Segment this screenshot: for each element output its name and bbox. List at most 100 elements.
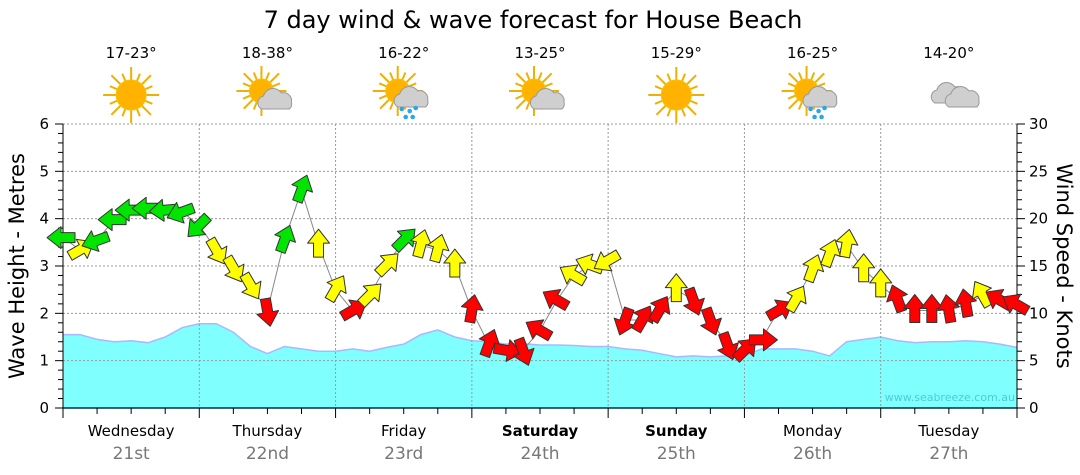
sun-ray: [144, 85, 153, 91]
wind-arrow-yellow: [410, 229, 433, 259]
day-temperature: 16-25°: [787, 44, 838, 62]
rain-drop-icon: [816, 108, 821, 114]
rain-drop-icon: [812, 114, 817, 120]
wind-arrow-red: [648, 296, 671, 324]
sun-icon: [115, 79, 147, 111]
left-tick-label: 1: [39, 352, 49, 370]
left-tick-label: 3: [39, 257, 49, 275]
weather-icon-sunny: [103, 67, 160, 123]
left-tick-label: 6: [39, 115, 49, 133]
right-tick-label: 0: [1029, 399, 1039, 417]
sun-ray: [810, 72, 816, 81]
date-label: 24th: [520, 444, 559, 464]
sun-ray: [654, 99, 663, 105]
wind-arrow-red: [339, 299, 367, 322]
right-tick-label: 15: [1029, 257, 1048, 275]
sun-ray: [686, 104, 697, 116]
rain-drop-icon: [822, 105, 827, 111]
sun-ray: [797, 72, 803, 81]
sun-ray: [135, 73, 141, 82]
chart-title: 7 day wind & wave forecast for House Bea…: [264, 6, 803, 34]
sun-ray: [797, 101, 803, 110]
wind-arrow-red: [613, 306, 636, 336]
cloud-icon: [802, 86, 838, 108]
cloud-icon: [944, 86, 980, 108]
day-temperature: 14-20°: [923, 44, 974, 62]
day-label: Wednesday: [88, 422, 175, 440]
sun-ray: [537, 72, 543, 81]
sun-ray: [389, 101, 395, 110]
wind-arrow-red: [460, 294, 484, 324]
day-label: Friday: [381, 422, 427, 440]
sun-ray: [515, 98, 527, 110]
sun-ray: [144, 99, 153, 105]
wind-arrow-yellow: [205, 236, 228, 265]
sun-icon: [660, 79, 692, 111]
sun-ray: [681, 73, 687, 82]
sun-ray: [689, 99, 698, 105]
wind-arrow-green: [81, 230, 111, 252]
wind-arrow-yellow: [239, 271, 262, 300]
wind-arrow-yellow: [443, 248, 467, 278]
wind-arrow-red: [700, 306, 722, 336]
sun-ray: [378, 94, 388, 100]
right-tick-label: 5: [1029, 352, 1039, 370]
sun-ray: [666, 108, 672, 117]
sun-ray: [655, 74, 667, 86]
sun-ray: [252, 72, 258, 81]
sun-ray: [110, 104, 122, 116]
sun-ray: [654, 85, 663, 91]
sun-ray: [401, 72, 407, 81]
wind-arrow-yellow: [324, 275, 347, 304]
day-label: Tuesday: [917, 422, 979, 440]
wind-arrow-green: [187, 212, 212, 238]
date-label: 22nd: [246, 444, 289, 464]
cloud-icon: [529, 88, 565, 110]
sun-ray: [515, 82, 524, 88]
wind-arrow-green: [166, 201, 196, 224]
right-tick-label: 25: [1029, 162, 1048, 180]
weather-icon-partly-cloudy: [509, 66, 565, 116]
sun-ray: [243, 98, 254, 110]
wind-arrow-red: [717, 331, 739, 361]
sun-ray: [121, 73, 127, 82]
wind-arrow-red: [748, 328, 778, 352]
right-tick-label: 20: [1029, 210, 1048, 228]
wind-arrow-red: [256, 297, 280, 327]
wind-arrow-green: [148, 198, 179, 222]
day-label: Monday: [783, 422, 842, 440]
sun-ray: [141, 74, 152, 86]
wind-arrow-yellow: [357, 283, 382, 308]
wind-arrow-yellow: [593, 249, 622, 272]
day-label: Sunday: [645, 422, 708, 440]
day-label: Thursday: [232, 422, 303, 440]
weather-icon-sunny: [648, 67, 705, 123]
right-tick-label: 10: [1029, 304, 1048, 322]
day-temperature: 16-22°: [378, 44, 429, 62]
left-axis-label: Wave Height - Metres: [5, 153, 29, 379]
wind-arrow-yellow: [819, 239, 842, 269]
rain-drop-icon: [407, 108, 413, 114]
wind-arrow-yellow: [374, 253, 399, 278]
rain-drop-icon: [808, 106, 813, 112]
sun-ray: [378, 82, 388, 88]
sun-ray: [379, 98, 390, 110]
right-axis-label: Wind Speed - Knots: [1052, 163, 1076, 368]
wind-arrow-red: [937, 294, 960, 324]
sun-ray: [141, 104, 152, 116]
wind-arrow-red: [683, 286, 705, 316]
sun-ray: [405, 72, 417, 84]
sun-ray: [379, 72, 390, 84]
wind-arrow-green: [274, 224, 296, 254]
date-label: 21st: [113, 444, 150, 464]
wind-arrow-yellow: [835, 228, 859, 259]
sun-ray: [408, 82, 417, 88]
sun-ray: [525, 72, 531, 81]
wind-arrow-green: [291, 174, 314, 204]
wind-arrow-yellow: [852, 253, 876, 283]
sun-ray: [265, 72, 271, 81]
rain-drop-icon: [413, 105, 419, 111]
sun-ray: [269, 72, 280, 84]
watermark: www.seabreeze.com.au: [885, 391, 1015, 404]
